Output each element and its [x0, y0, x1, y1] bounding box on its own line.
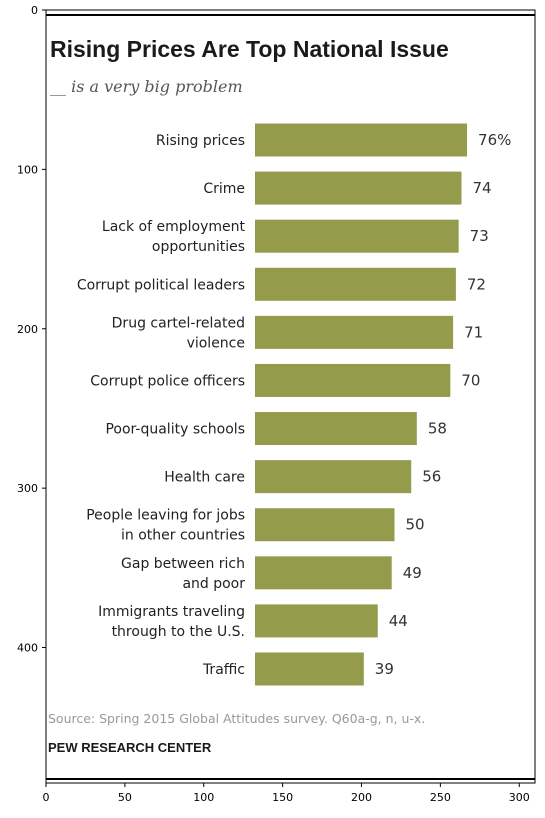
- bar: [255, 123, 468, 157]
- bar-value-label: 70: [461, 371, 480, 389]
- bar-value-label: 73: [470, 227, 489, 245]
- bar: [255, 267, 456, 301]
- bar: [255, 508, 395, 542]
- bar-value-label: 72: [467, 275, 486, 293]
- category-label: Poor-quality schools: [105, 422, 245, 438]
- category-label: through to the U.S.: [112, 624, 245, 640]
- y-tick-label: 300: [17, 482, 38, 495]
- category-label: People leaving for jobs: [86, 508, 245, 524]
- frame-decor: [46, 14, 535, 780]
- category-label: Lack of employment: [102, 219, 246, 235]
- y-tick-label: 0: [31, 4, 38, 17]
- category-label: opportunities: [152, 239, 245, 255]
- bar: [255, 604, 378, 638]
- bar-value-label: 56: [422, 468, 441, 486]
- axes-ticks: 0 50 100 150 200 250 300 0 100 200 300 400: [17, 4, 530, 804]
- bar: [255, 315, 454, 349]
- x-tick-label: 250: [430, 791, 451, 804]
- category-label: Crime: [203, 181, 245, 197]
- chart-title: Rising Prices Are Top National Issue: [50, 36, 449, 62]
- bar-value-label: 76%: [478, 131, 511, 149]
- y-tick-label: 400: [17, 642, 38, 655]
- bar-value-label: 49: [403, 564, 422, 582]
- category-label: Gap between rich: [121, 556, 245, 572]
- chart-subtitle: __ is a very big problem: [50, 77, 243, 96]
- bar: [255, 363, 451, 397]
- bar-value-label: 50: [406, 516, 425, 534]
- y-tick-label: 100: [17, 163, 38, 176]
- x-tick-label: 300: [509, 791, 530, 804]
- category-label: Rising prices: [156, 133, 245, 149]
- bar: [255, 171, 462, 205]
- category-label: Traffic: [202, 662, 245, 678]
- x-tick-label: 50: [118, 791, 132, 804]
- bar-value-label: 74: [472, 179, 491, 197]
- bar: [255, 412, 417, 446]
- organization-label: PEW RESEARCH CENTER: [48, 740, 212, 755]
- category-label: violence: [187, 335, 245, 351]
- bar: [255, 219, 459, 253]
- bar-value-label: 39: [375, 660, 394, 678]
- category-label: Health care: [164, 470, 245, 486]
- bar-value-label: 44: [389, 612, 408, 630]
- category-label: and poor: [182, 576, 245, 592]
- bar-value-label: 58: [428, 420, 447, 438]
- bar: [255, 556, 392, 590]
- x-tick-label: 200: [351, 791, 372, 804]
- category-label: Corrupt political leaders: [77, 277, 245, 293]
- category-label: Immigrants traveling: [98, 604, 245, 620]
- bar: [255, 652, 364, 686]
- x-tick-label: 100: [193, 791, 214, 804]
- bar-value-label: 71: [464, 323, 483, 341]
- category-label: in other countries: [121, 528, 245, 544]
- bars-group: 76% Rising prices 74 Crime 73 Lack of employm…: [77, 123, 511, 686]
- y-tick-label: 200: [17, 323, 38, 336]
- x-tick-label: 0: [43, 791, 50, 804]
- category-label: Corrupt police officers: [90, 373, 245, 389]
- bar: [255, 460, 412, 494]
- x-tick-label: 150: [272, 791, 293, 804]
- category-label: Drug cartel-related: [112, 315, 245, 331]
- source-note: Source: Spring 2015 Global Attitudes sur…: [48, 711, 425, 726]
